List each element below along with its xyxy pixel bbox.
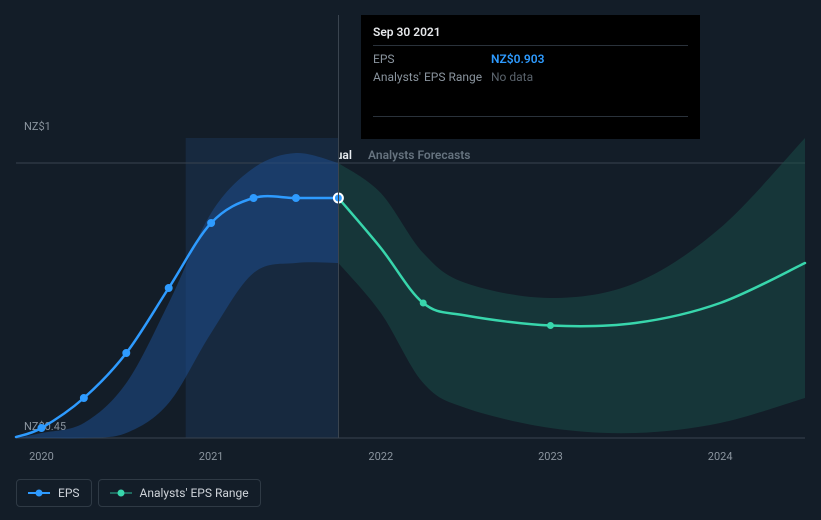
eps-chart: NZ$1 NZ$0.45 Actual Analysts Forecasts 2… — [0, 0, 821, 520]
tooltip-row-range: Analysts' EPS Range No data — [373, 68, 688, 86]
tooltip-label: EPS — [373, 52, 491, 66]
hover-vertical-rule — [338, 15, 339, 438]
line-marker-icon — [110, 488, 132, 498]
legend-label: EPS — [58, 486, 80, 500]
legend: EPS Analysts' EPS Range — [16, 479, 261, 507]
tooltip-value: No data — [491, 70, 533, 84]
x-tick-label: 2023 — [538, 450, 563, 463]
line-marker-icon — [28, 488, 50, 498]
tooltip-row-eps: EPS NZ$0.903 — [373, 50, 688, 68]
legend-item-eps[interactable]: EPS — [16, 479, 92, 507]
legend-label: Analysts' EPS Range — [140, 486, 249, 500]
chart-tooltip: Sep 30 2021 EPS NZ$0.903 Analysts' EPS R… — [361, 15, 700, 139]
x-tick-label: 2024 — [708, 450, 733, 463]
y-tick-label: NZ$1 — [24, 120, 51, 133]
tooltip-label: Analysts' EPS Range — [373, 70, 491, 84]
x-tick-label: 2022 — [368, 450, 393, 463]
tooltip-value: NZ$0.903 — [491, 52, 544, 66]
x-tick-label: 2020 — [29, 450, 54, 463]
tooltip-divider — [373, 116, 688, 117]
plot-area[interactable] — [16, 138, 805, 438]
x-tick-label: 2021 — [199, 450, 224, 463]
legend-item-range[interactable]: Analysts' EPS Range — [98, 479, 261, 507]
tooltip-date: Sep 30 2021 — [373, 25, 688, 46]
